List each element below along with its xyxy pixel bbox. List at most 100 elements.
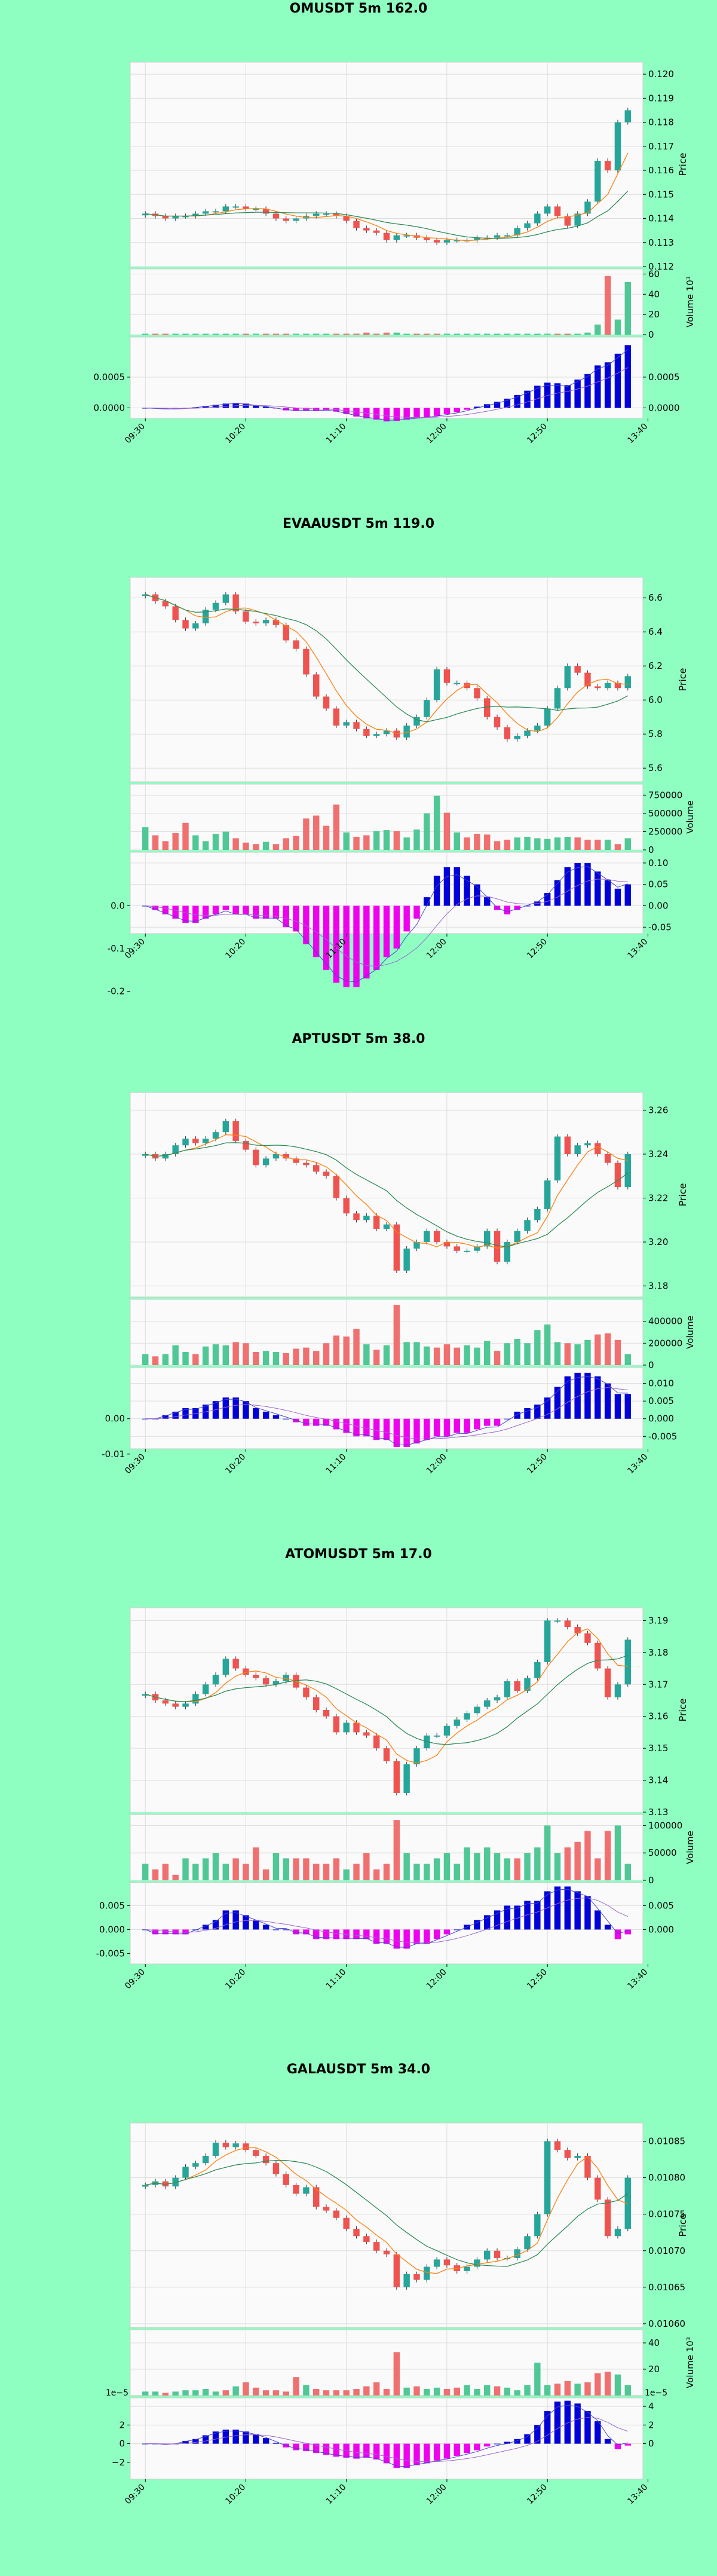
- macd-bar: [424, 2443, 430, 2464]
- price-tick-label: 3.20: [648, 1237, 668, 1247]
- volume-bar: [443, 334, 451, 335]
- volume-bar: [232, 1342, 239, 1365]
- candle-body: [403, 2274, 410, 2287]
- candle-body: [534, 213, 541, 224]
- candle-body: [595, 2177, 601, 2200]
- macd-bar: [504, 399, 511, 408]
- candle-body: [494, 235, 501, 238]
- exponent-label: 1e−5: [645, 2388, 667, 2398]
- macd-bar: [253, 405, 259, 408]
- volume-bar: [433, 1347, 440, 1365]
- candle-body: [403, 1249, 410, 1271]
- macd-bar: [403, 1929, 410, 1949]
- candle-body: [494, 2250, 501, 2258]
- candle-body: [172, 216, 179, 219]
- volume-bar: [504, 2387, 511, 2396]
- macd-tick-label: 0.005: [648, 1396, 674, 1406]
- volume-bar: [514, 1858, 520, 1880]
- price-axis-label: Price: [677, 1183, 688, 1206]
- candle-body: [554, 688, 561, 709]
- candle-body: [524, 1678, 531, 1691]
- macd-bar: [474, 1920, 480, 1930]
- candle-body: [373, 1215, 380, 1229]
- volume-bar: [474, 2389, 480, 2396]
- macd-bar: [363, 1418, 370, 1437]
- signal-line: [145, 879, 628, 967]
- candle-body: [243, 2143, 249, 2150]
- volume-bar: [142, 1864, 149, 1880]
- volume-bar: [413, 1864, 420, 1880]
- chart-title: EVAAUSDT 5m 119.0: [282, 516, 435, 531]
- candle-body: [253, 2150, 259, 2156]
- candle-body: [474, 1706, 480, 1714]
- candle-body: [142, 594, 149, 596]
- volume-panel: [130, 268, 644, 335]
- macd-bar: [353, 408, 360, 417]
- volume-tick-label: 250000: [648, 826, 682, 837]
- macd-bar: [604, 362, 611, 408]
- volume-bar: [142, 827, 149, 850]
- candle-body: [554, 2141, 561, 2150]
- volume-bar: [272, 1352, 280, 1365]
- volume-bar: [333, 804, 340, 850]
- macd-bar: [343, 905, 350, 987]
- candle-body: [142, 2185, 149, 2187]
- price-tick-label: 3.15: [648, 1743, 668, 1754]
- volume-bar: [403, 334, 410, 335]
- macd-bar: [614, 888, 621, 906]
- volume-bar: [504, 839, 511, 850]
- candle-body: [373, 1735, 380, 1749]
- volume-bar: [172, 2391, 179, 2396]
- candle-body: [333, 213, 340, 216]
- candle-body: [403, 725, 410, 738]
- x-tick-label: 13:40: [626, 1452, 649, 1476]
- macd-bar: [474, 406, 480, 408]
- macd-bar: [584, 1372, 591, 1419]
- candle-body: [162, 601, 169, 607]
- volume-bar: [534, 2363, 541, 2396]
- candle-body: [474, 237, 480, 240]
- candle-body: [454, 683, 460, 684]
- price-tick-label: 0.01065: [648, 2282, 685, 2293]
- price-tick-label: 3.14: [648, 1775, 668, 1786]
- x-tick-label: 09:30: [123, 1452, 147, 1476]
- price-tick-label: 6.2: [648, 660, 663, 671]
- candle-body: [554, 1620, 561, 1622]
- volume-bar: [604, 1333, 611, 1365]
- volume-bar: [595, 1858, 601, 1880]
- volume-bar: [272, 334, 280, 335]
- macd-bar: [303, 1929, 310, 1935]
- candle-body: [614, 683, 621, 689]
- candle-body: [433, 1735, 440, 1737]
- volume-axis-label: Volume: [685, 1831, 695, 1864]
- candle-body: [554, 1136, 561, 1181]
- volume-bar: [534, 334, 541, 335]
- macd-bar: [524, 1408, 531, 1419]
- macd-bar: [293, 905, 299, 932]
- volume-bar: [474, 834, 480, 850]
- macd-bar: [262, 905, 269, 919]
- x-tick-label: 10:20: [223, 937, 247, 961]
- macd-bar: [474, 884, 480, 906]
- volume-bar: [564, 1343, 571, 1365]
- macd-left-tick-label: 0.0000: [94, 402, 125, 413]
- volume-bar: [353, 2389, 360, 2396]
- macd-bar: [614, 2443, 621, 2449]
- candle-body: [393, 1224, 400, 1271]
- candle-body: [343, 216, 350, 221]
- volume-bar: [142, 2391, 149, 2396]
- candle-body: [353, 2229, 360, 2237]
- candle-body: [443, 1242, 451, 1247]
- volume-tick-label: 40: [648, 2338, 660, 2348]
- macd-tick-label: 2: [648, 2419, 654, 2430]
- candle-body: [604, 160, 611, 171]
- volume-bar: [363, 835, 370, 850]
- volume-tick-label: 0: [648, 1360, 654, 1370]
- macd-bar: [212, 1920, 219, 1930]
- volume-bar: [162, 1864, 169, 1880]
- macd-bar: [574, 380, 581, 408]
- chart-svg: 0.01085 0.01080 0.01075 0.01070 0.01065 0.010…: [106, 2122, 695, 2506]
- volume-bar: [624, 1354, 631, 1365]
- candle-body: [514, 228, 520, 235]
